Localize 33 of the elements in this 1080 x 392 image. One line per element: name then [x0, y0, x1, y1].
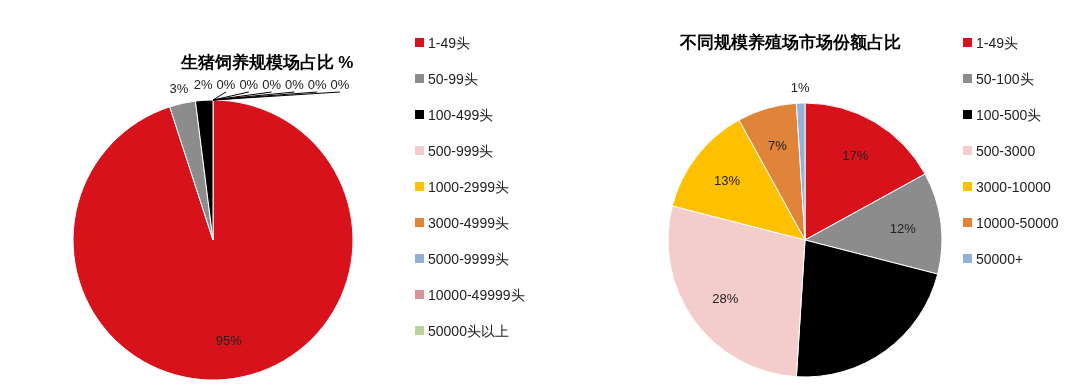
data-label: 3%: [169, 80, 189, 96]
data-label: 7%: [768, 138, 788, 154]
data-label: 2%: [193, 77, 214, 93]
text: 0%: [284, 77, 304, 92]
legend-label: 50000头以上: [428, 323, 509, 339]
legend-label: 100-499头: [428, 107, 494, 123]
legend-label: 1000-2999头: [428, 179, 509, 195]
text: 生猪饲养规模场占比 %: [179, 53, 354, 72]
data-label: 17%: [842, 148, 869, 164]
chart-title: 不同规模养殖场市场份额占比: [678, 33, 901, 52]
text: 0%: [330, 77, 350, 92]
data-label: 28%: [712, 290, 739, 306]
legend-label: 500-3000: [976, 143, 1036, 159]
data-label: 13%: [714, 172, 741, 188]
text: 0%: [239, 77, 259, 92]
legend-label: 1-49头: [976, 35, 1019, 51]
legend-label: 100-500头: [976, 107, 1042, 123]
legend-label: 500-999头: [428, 143, 494, 159]
legend-label: 50-99头: [428, 71, 478, 87]
legend-label: 10000-49999头: [428, 287, 525, 303]
text: 0%: [307, 77, 327, 92]
legend-label: 50-100头: [976, 71, 1034, 87]
legend-label: 1-49头: [428, 35, 471, 51]
text: 0%: [262, 77, 281, 92]
legend-label: 3000-4999头: [428, 215, 509, 231]
legend-label: 10000-50000: [976, 215, 1059, 231]
legend-label: 3000-10000: [976, 179, 1051, 195]
legend-label: 50000+: [976, 251, 1024, 267]
data-label: 12%: [889, 220, 917, 236]
data-label: 1%: [790, 80, 811, 96]
text: 0%: [216, 77, 236, 92]
legend-label: 5000-9999头: [428, 251, 509, 267]
data-label: 95%: [215, 332, 243, 348]
